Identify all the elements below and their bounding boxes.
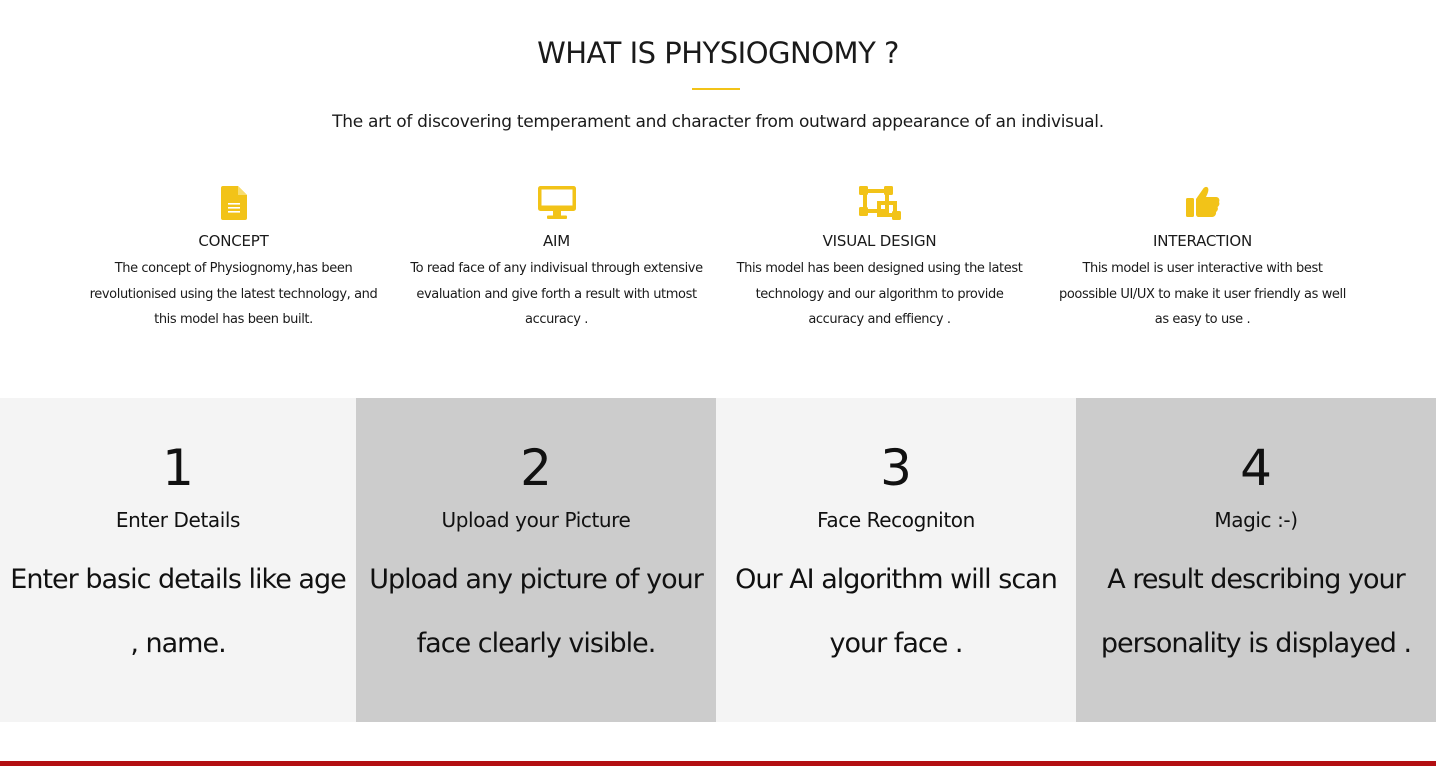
step-title: Upload your Picture bbox=[441, 508, 631, 532]
feature-title: CONCEPT bbox=[198, 232, 269, 250]
step-number: 3 bbox=[880, 439, 912, 497]
footer-accent-bar bbox=[0, 761, 1436, 766]
step-title: Enter Details bbox=[115, 508, 241, 532]
feature-concept: CONCEPT The concept of Physiognomy,has b… bbox=[72, 186, 395, 333]
step-description: Upload any picture of your face clearly … bbox=[369, 564, 704, 659]
step-card-2: 2 Upload your Picture Upload any picture… bbox=[356, 398, 716, 722]
step-title: Magic :-) bbox=[1214, 508, 1298, 532]
step-description: Enter basic details like age , name. bbox=[10, 564, 346, 659]
step-number: 4 bbox=[1240, 439, 1272, 497]
feature-aim: AIM To read face of any indivisual throu… bbox=[395, 186, 718, 333]
feature-description: This model is user interactive with best… bbox=[1059, 261, 1346, 327]
document-icon bbox=[72, 186, 395, 222]
step-card-3: 3 Face Recogniton Our AI algorithm will … bbox=[716, 398, 1076, 722]
section-title: WHAT IS PHYSIOGNOMY ? bbox=[537, 36, 899, 70]
thumbs-up-icon bbox=[1041, 186, 1364, 222]
feature-visual-design: VISUAL DESIGN This model has been design… bbox=[718, 186, 1041, 333]
feature-description: The concept of Physiognomy,has been revo… bbox=[89, 261, 378, 327]
feature-description: This model has been designed using the l… bbox=[736, 261, 1023, 327]
step-card-4: 4 Magic :-) A result describing your per… bbox=[1076, 398, 1436, 722]
feature-title: VISUAL DESIGN bbox=[822, 232, 937, 250]
monitor-icon bbox=[395, 186, 718, 222]
about-section: WHAT IS PHYSIOGNOMY ? The art of discove… bbox=[72, 36, 1364, 333]
feature-title: AIM bbox=[542, 232, 571, 250]
step-number: 1 bbox=[162, 439, 194, 497]
section-subtitle: The art of discovering temperament and c… bbox=[332, 112, 1104, 132]
steps-section: 1 Enter Details Enter basic details like… bbox=[0, 398, 1436, 722]
step-title: Face Recogniton bbox=[817, 508, 975, 532]
vector-design-icon bbox=[718, 186, 1041, 222]
feature-interaction: INTERACTION This model is user interacti… bbox=[1041, 186, 1364, 333]
step-number: 2 bbox=[520, 439, 552, 497]
feature-description: To read face of any indivisual through e… bbox=[410, 261, 703, 327]
step-card-1: 1 Enter Details Enter basic details like… bbox=[0, 398, 356, 722]
step-description: Our AI algorithm will scan your face . bbox=[735, 564, 1058, 659]
feature-title: INTERACTION bbox=[1153, 232, 1252, 250]
title-underline bbox=[692, 88, 740, 90]
step-description: A result describing your personality is … bbox=[1100, 564, 1412, 659]
feature-list: CONCEPT The concept of Physiognomy,has b… bbox=[72, 186, 1364, 333]
